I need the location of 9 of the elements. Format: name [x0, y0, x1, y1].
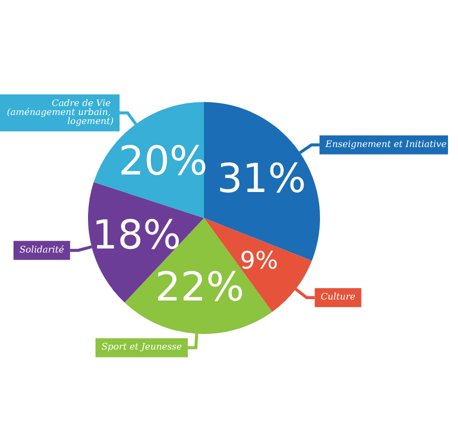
- slice-label: Enseignement et Initiative: [324, 140, 447, 150]
- data-label: 9%: [240, 246, 278, 275]
- slice-label: Culture: [320, 292, 356, 303]
- data-label: 20%: [118, 138, 208, 185]
- slice-label: Cadre de Vie (aménagement urbain, logement): [6, 98, 114, 127]
- data-label: 18%: [92, 212, 182, 258]
- slice-label: Sport et Jeunesse: [101, 342, 182, 353]
- slice-label: Solidarité: [19, 244, 65, 256]
- data-label: 31%: [217, 156, 306, 202]
